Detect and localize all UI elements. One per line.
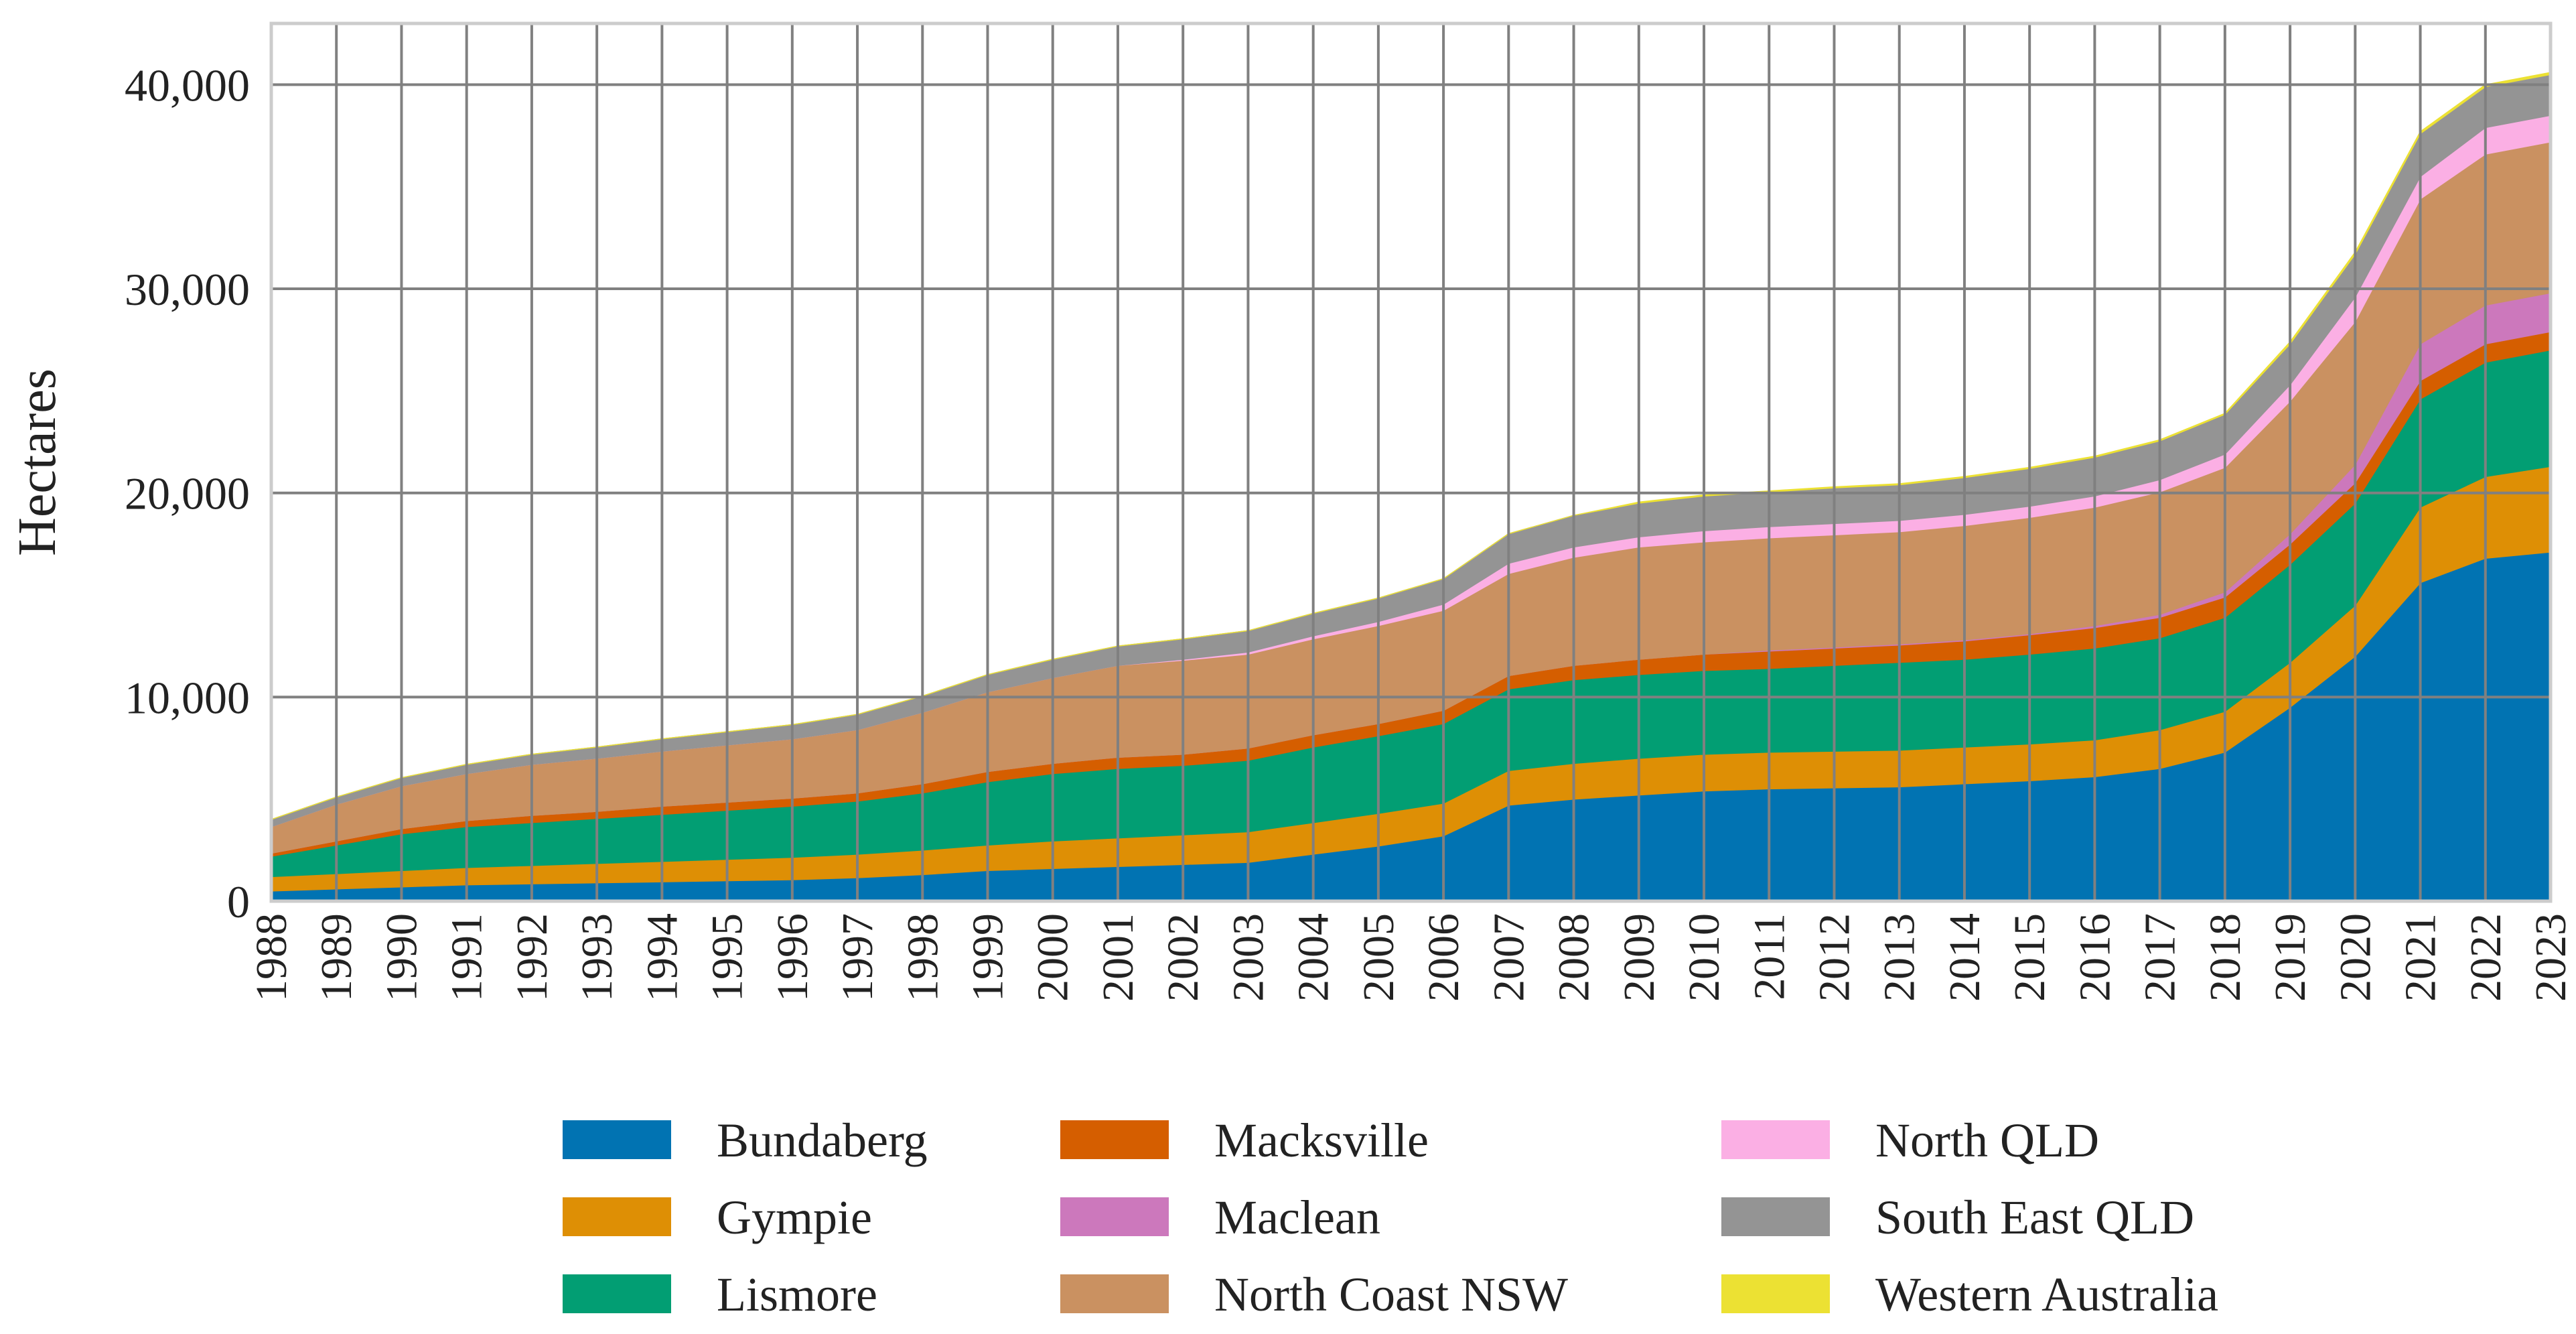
legend-swatch xyxy=(563,1120,671,1159)
x-tick-label: 1997 xyxy=(833,913,882,1002)
x-tick-label: 2003 xyxy=(1224,913,1273,1002)
x-tick-label: 2018 xyxy=(2201,913,2250,1002)
legend-label: South East QLD xyxy=(1875,1191,2194,1244)
legend-item: Maclean xyxy=(1060,1191,1380,1244)
x-tick-label: 2021 xyxy=(2396,913,2445,1002)
x-tick-label: 1993 xyxy=(573,913,622,1002)
x-tick-label: 2004 xyxy=(1289,913,1338,1002)
legend-label: North Coast NSW xyxy=(1214,1268,1568,1321)
legend-label: Western Australia xyxy=(1875,1268,2218,1321)
y-axis-ticks: 0 10,000 20,000 30,000 40,000 xyxy=(125,60,250,927)
x-tick-label: 2022 xyxy=(2461,913,2510,1002)
legend-swatch xyxy=(1060,1120,1169,1159)
x-tick-label: 2008 xyxy=(1550,913,1599,1002)
legend-swatch xyxy=(563,1197,671,1236)
y-axis-label: Hectares xyxy=(8,369,67,556)
legend-item: South East QLD xyxy=(1721,1191,2194,1244)
legend-swatch xyxy=(1721,1120,1830,1159)
y-tick-label: 0 xyxy=(227,876,250,927)
x-tick-label: 2001 xyxy=(1094,913,1143,1002)
legend-swatch xyxy=(1060,1274,1169,1313)
x-tick-label: 2009 xyxy=(1615,913,1664,1002)
legend-item: Western Australia xyxy=(1721,1268,2218,1321)
plot-frame xyxy=(269,21,2553,903)
x-tick-label: 2013 xyxy=(1875,913,1924,1002)
x-tick-label: 1988 xyxy=(247,913,296,1002)
legend-item: North QLD xyxy=(1721,1114,2099,1167)
legend-swatch xyxy=(563,1274,671,1313)
x-tick-label: 2017 xyxy=(2136,913,2185,1002)
x-tick-label: 1996 xyxy=(768,913,817,1002)
legend-item: Lismore xyxy=(563,1268,877,1321)
legend-swatch xyxy=(1721,1197,1830,1236)
x-tick-label: 1999 xyxy=(964,913,1013,1002)
y-tick-label: 20,000 xyxy=(125,468,250,519)
legend-label: Maclean xyxy=(1214,1191,1380,1244)
legend-swatch xyxy=(1060,1197,1169,1236)
x-tick-label: 1991 xyxy=(443,913,492,1002)
x-tick-label: 1989 xyxy=(312,913,361,1002)
x-tick-label: 2012 xyxy=(1810,913,1859,1002)
legend-label: Macksville xyxy=(1214,1114,1429,1167)
y-tick-label: 10,000 xyxy=(125,672,250,723)
y-tick-label: 30,000 xyxy=(125,264,250,315)
legend-item: North Coast NSW xyxy=(1060,1268,1568,1321)
x-tick-label: 2002 xyxy=(1159,913,1208,1002)
legend-label: Gympie xyxy=(717,1191,872,1244)
x-tick-label: 1990 xyxy=(377,913,426,1002)
legend: Bundaberg Gympie Lismore Macksville Maclean N… xyxy=(563,1114,2218,1321)
x-tick-label: 1995 xyxy=(703,913,752,1002)
legend-label: Bundaberg xyxy=(717,1114,928,1167)
x-tick-label: 1994 xyxy=(638,913,687,1002)
x-axis-ticks: 1988 1989 1990 1991 1992 1993 1994 1995 1996 1997… xyxy=(247,913,2575,1002)
x-tick-label: 2019 xyxy=(2266,913,2315,1002)
x-tick-label: 2005 xyxy=(1354,913,1403,1002)
legend-label: North QLD xyxy=(1875,1114,2099,1167)
x-tick-label: 2016 xyxy=(2070,913,2119,1002)
x-tick-label: 2020 xyxy=(2331,913,2380,1002)
legend-item: Bundaberg xyxy=(563,1114,928,1167)
x-tick-label: 2011 xyxy=(1745,913,1794,1000)
legend-item: Gympie xyxy=(563,1191,872,1244)
x-tick-label: 2010 xyxy=(1680,913,1729,1002)
x-tick-label: 1998 xyxy=(898,913,947,1002)
x-tick-label: 2023 xyxy=(2526,913,2575,1002)
legend-label: Lismore xyxy=(717,1268,877,1321)
x-tick-label: 2000 xyxy=(1029,913,1078,1002)
legend-item: Macksville xyxy=(1060,1114,1429,1167)
x-tick-label: 2014 xyxy=(1940,913,1989,1002)
x-tick-label: 2015 xyxy=(2005,913,2054,1002)
y-tick-label: 40,000 xyxy=(125,60,250,111)
x-tick-label: 1992 xyxy=(508,913,557,1002)
x-tick-label: 2007 xyxy=(1484,913,1533,1002)
x-tick-label: 2006 xyxy=(1419,913,1468,1002)
legend-swatch xyxy=(1721,1274,1830,1313)
